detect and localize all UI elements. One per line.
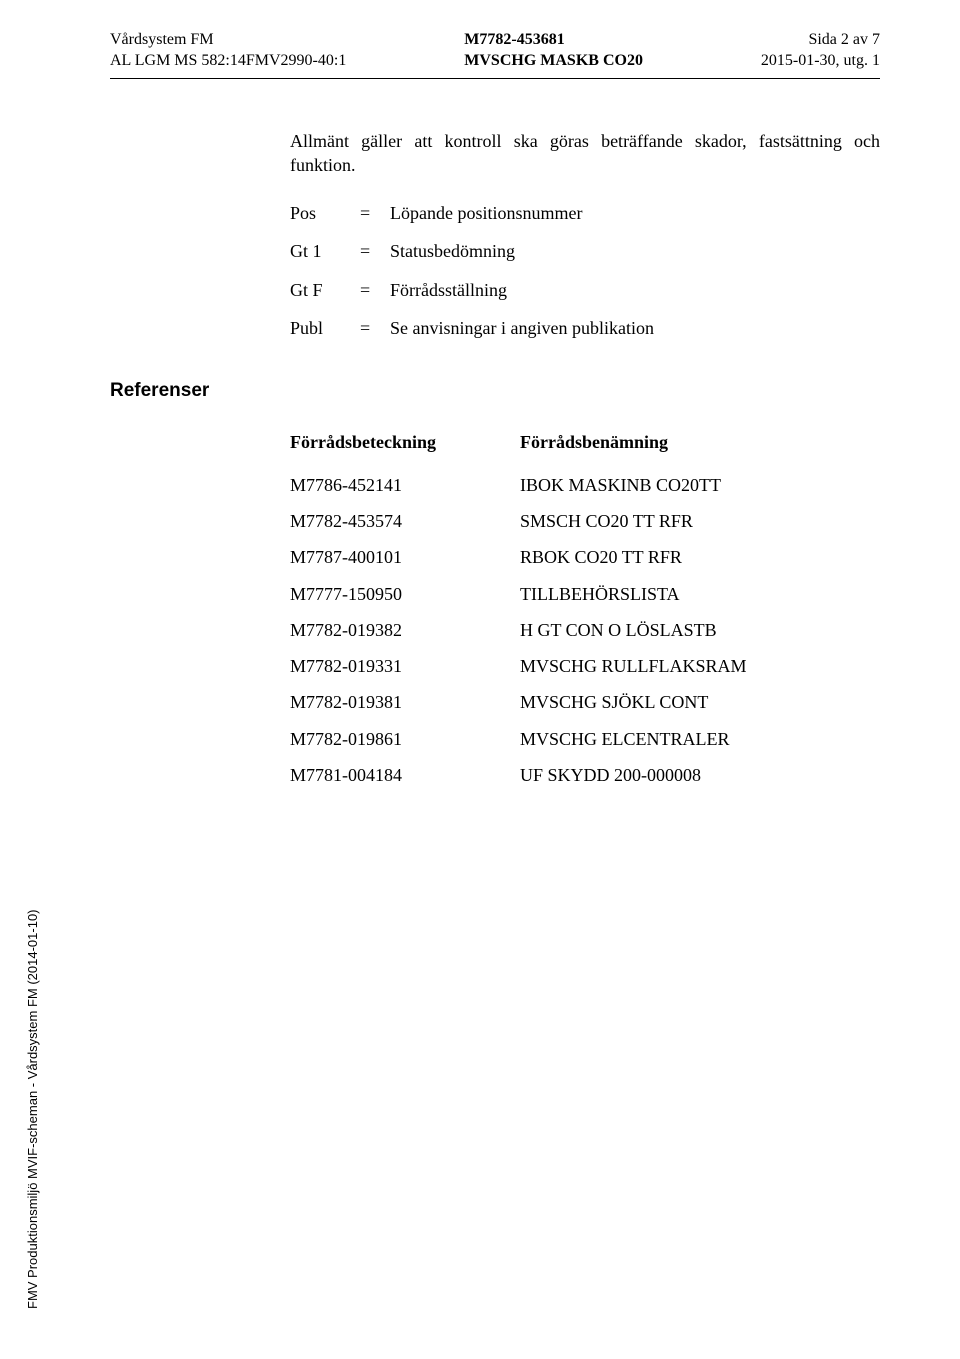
ref-cell: M7782-019331 xyxy=(290,654,520,678)
ref-cell: IBOK MASKINB CO20TT xyxy=(520,473,880,497)
def-eq: = xyxy=(360,278,390,302)
ref-cell: M7782-019382 xyxy=(290,618,520,642)
header-right: Sida 2 av 7 2015-01-30, utg. 1 xyxy=(761,30,880,72)
ref-cell: UF SKYDD 200-000008 xyxy=(520,763,880,787)
referenser-table: Förrådsbeteckning Förrådsbenämning M7786… xyxy=(290,430,880,787)
ref-cell: M7781-004184 xyxy=(290,763,520,787)
def-key: Gt F xyxy=(290,278,360,302)
def-eq: = xyxy=(360,316,390,340)
ref-cell: RBOK CO20 TT RFR xyxy=(520,545,880,569)
def-val: Förrådsställning xyxy=(390,278,880,302)
header-left-line1: Vårdsystem FM xyxy=(110,30,346,51)
definitions-list: Pos = Löpande positionsnummer Gt 1 = Sta… xyxy=(290,201,880,340)
ref-cell: MVSCHG SJÖKL CONT xyxy=(520,690,880,714)
section-title-referenser: Referenser xyxy=(110,380,880,402)
def-val: Löpande positionsnummer xyxy=(390,201,880,225)
ref-cell: M7782-019861 xyxy=(290,727,520,751)
def-eq: = xyxy=(360,201,390,225)
header-right-line2: 2015-01-30, utg. 1 xyxy=(761,51,880,72)
header-center: M7782-453681 MVSCHG MASKB CO20 xyxy=(464,30,643,72)
def-key: Publ xyxy=(290,316,360,340)
page-header: Vårdsystem FM AL LGM MS 582:14FMV2990-40… xyxy=(110,30,880,72)
def-val: Statusbedömning xyxy=(390,239,880,263)
ref-cell: MVSCHG ELCENTRALER xyxy=(520,727,880,751)
ref-cell: SMSCH CO20 TT RFR xyxy=(520,509,880,533)
header-center-line2: MVSCHG MASKB CO20 xyxy=(464,51,643,72)
ref-cell: H GT CON O LÖSLASTB xyxy=(520,618,880,642)
ref-cell: M7782-453574 xyxy=(290,509,520,533)
def-key: Pos xyxy=(290,201,360,225)
def-key: Gt 1 xyxy=(290,239,360,263)
header-right-line1: Sida 2 av 7 xyxy=(761,30,880,51)
header-left: Vårdsystem FM AL LGM MS 582:14FMV2990-40… xyxy=(110,30,346,72)
header-center-line1: M7782-453681 xyxy=(464,30,643,51)
referenser-content: Förrådsbeteckning Förrådsbenämning M7786… xyxy=(290,430,880,787)
def-val: Se anvisningar i angiven publikation xyxy=(390,316,880,340)
intro-paragraph: Allmänt gäller att kontroll ska göras be… xyxy=(290,129,880,178)
ref-cell: MVSCHG RULLFLAKSRAM xyxy=(520,654,880,678)
ref-cell: M7786-452141 xyxy=(290,473,520,497)
ref-col-header-1: Förrådsbeteckning xyxy=(290,430,520,454)
def-eq: = xyxy=(360,239,390,263)
ref-cell: M7782-019381 xyxy=(290,690,520,714)
ref-cell: M7777-150950 xyxy=(290,582,520,606)
content-area: Allmänt gäller att kontroll ska göras be… xyxy=(290,129,880,341)
ref-col-header-2: Förrådsbenämning xyxy=(520,430,880,454)
ref-cell: M7787-400101 xyxy=(290,545,520,569)
side-footer-text: FMV Produktionsmiljö MVIF-scheman - Vård… xyxy=(25,909,40,1309)
header-left-line2: AL LGM MS 582:14FMV2990-40:1 xyxy=(110,51,346,72)
ref-cell: TILLBEHÖRSLISTA xyxy=(520,582,880,606)
header-divider xyxy=(110,78,880,79)
